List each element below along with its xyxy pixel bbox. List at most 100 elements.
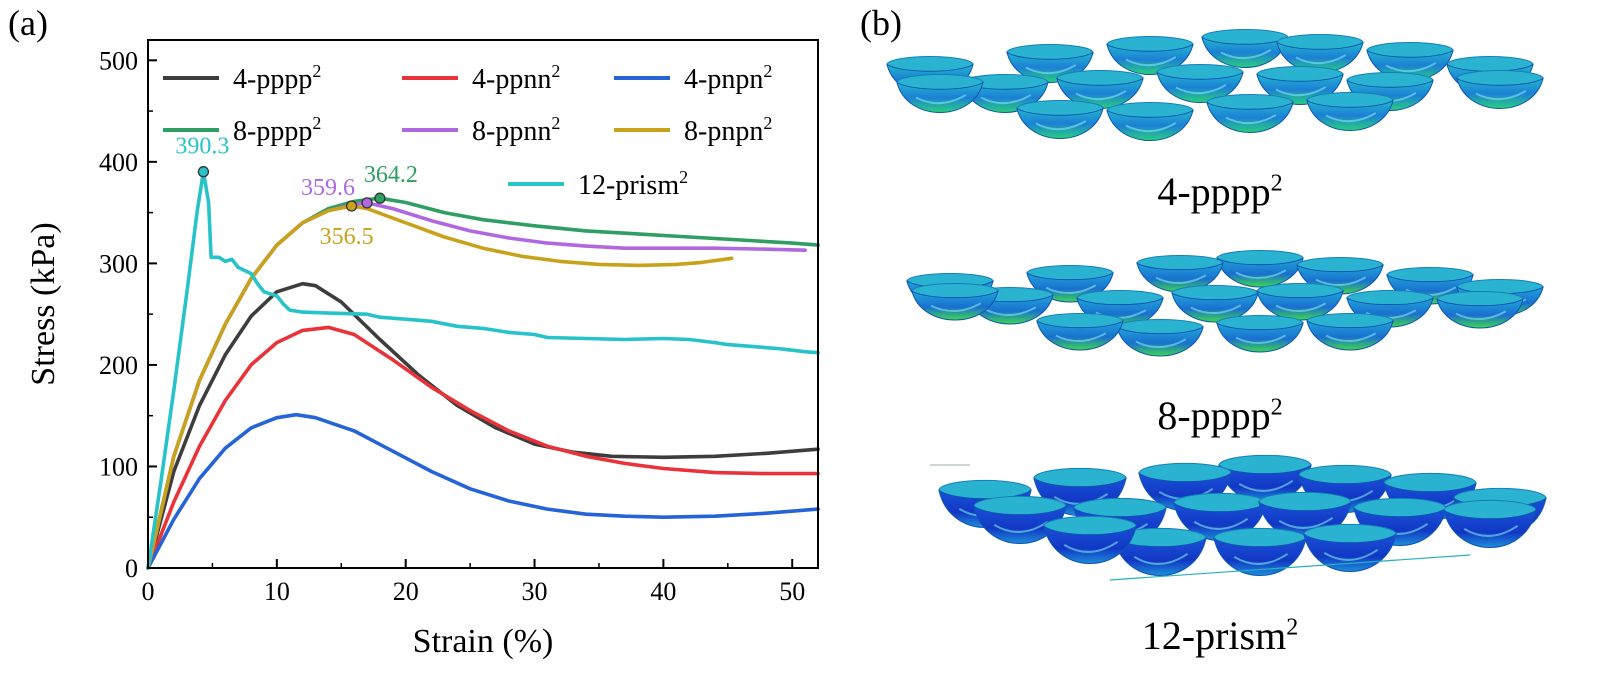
peak-label: 390.3 bbox=[175, 134, 229, 160]
legend-label: 4-ppnn2 bbox=[472, 61, 560, 95]
mesh-cell-8-pppp bbox=[1216, 315, 1304, 353]
legend-label: 12-prism2 bbox=[578, 167, 688, 201]
panel-b-label: (b) bbox=[860, 3, 902, 43]
peak-marker bbox=[374, 192, 386, 204]
x-tick-label: 0 bbox=[142, 577, 155, 606]
mesh-cell-body bbox=[1136, 262, 1224, 293]
y-tick-label: 300 bbox=[99, 249, 138, 278]
peak-marker bbox=[197, 166, 210, 178]
mesh-cell-body bbox=[1116, 326, 1204, 357]
series-line-4-pppp bbox=[146, 281, 820, 570]
mesh-cell-highlight bbox=[1035, 120, 1087, 131]
mesh-cell-highlight bbox=[1275, 302, 1327, 312]
y-tick-label: 100 bbox=[99, 452, 138, 481]
mesh-cell-4-pppp bbox=[1276, 34, 1364, 73]
mesh-cell-highlight bbox=[1475, 90, 1527, 101]
series-line-8-ppnn bbox=[146, 201, 807, 570]
mesh-cell-8-pppp bbox=[1436, 291, 1524, 329]
legend-entry-4-pppp: 4-pppp2 bbox=[163, 61, 321, 95]
caption-base: 8-pppp bbox=[1157, 393, 1271, 438]
mesh-cell-highlight bbox=[1063, 540, 1119, 553]
caption-4-pppp: 4-pppp2 bbox=[1130, 168, 1310, 215]
mesh-cell-highlight bbox=[1238, 479, 1294, 492]
mesh-cell-highlight bbox=[1323, 548, 1379, 561]
x-tick-label: 40 bbox=[650, 577, 676, 606]
mesh-cell-highlight bbox=[1155, 274, 1207, 284]
mesh-cell-4-pppp bbox=[1156, 64, 1244, 103]
mesh-cell-highlight bbox=[1045, 284, 1097, 294]
mesh-cell-body bbox=[1443, 509, 1537, 548]
mesh-cell-highlight bbox=[1278, 516, 1334, 529]
mesh-cell-highlight bbox=[1275, 86, 1327, 97]
mesh-cell-highlight bbox=[1125, 56, 1177, 67]
mesh-cell-highlight bbox=[1455, 310, 1507, 320]
mesh-cell-body bbox=[896, 81, 984, 113]
mesh-cell-highlight bbox=[1325, 112, 1377, 123]
mesh-cell-8-pppp bbox=[1216, 250, 1304, 288]
y-tick-label: 0 bbox=[125, 554, 138, 583]
mesh-cell-highlight bbox=[1235, 269, 1287, 279]
mesh-cell-8-pppp bbox=[1256, 283, 1344, 321]
peak-label: 356.5 bbox=[320, 224, 374, 250]
legend-label: 8-pnpn2 bbox=[684, 113, 772, 147]
y-axis-label: Stress (kPa) bbox=[25, 222, 62, 385]
mesh-cell-body bbox=[1306, 320, 1394, 351]
mesh-cell-4-pppp bbox=[1206, 94, 1294, 133]
mesh-cell-body bbox=[1436, 298, 1524, 329]
mesh-cell-body bbox=[1216, 322, 1304, 353]
legend-entry-12-prism: 12-prism2 bbox=[508, 167, 688, 201]
mesh-cell-highlight bbox=[1385, 62, 1437, 73]
mesh-cell-highlight bbox=[1233, 552, 1289, 565]
peak-marker bbox=[361, 197, 373, 209]
peak-label: 364.2 bbox=[364, 162, 418, 188]
caption-8-pppp: 8-pppp2 bbox=[1130, 392, 1310, 439]
mesh-cell-highlight bbox=[980, 94, 1032, 105]
mesh-cell-12-prism bbox=[1113, 527, 1207, 576]
legend-entry-8-pppp: 8-pppp2 bbox=[163, 113, 321, 147]
mesh-cell-highlight bbox=[1315, 276, 1367, 286]
peak-label: 359.6 bbox=[301, 175, 355, 201]
caption-sup: 2 bbox=[1270, 170, 1283, 197]
mesh-cell-highlight bbox=[1025, 64, 1077, 75]
mesh-cell-8-pppp bbox=[1171, 285, 1259, 323]
caption-base: 4-pppp bbox=[1157, 169, 1271, 214]
mesh-cell-8-pppp bbox=[1116, 319, 1204, 357]
x-tick-label: 30 bbox=[522, 577, 548, 606]
mesh-cell-highlight bbox=[1075, 90, 1127, 101]
mesh-cell-body bbox=[1206, 101, 1294, 133]
mesh-cell-4-pppp bbox=[1106, 102, 1194, 141]
mesh-cell-body bbox=[911, 290, 999, 321]
mesh-cell-body bbox=[1036, 320, 1124, 351]
mesh-cell-12-prism bbox=[973, 495, 1067, 544]
series-line-12-prism bbox=[146, 169, 820, 570]
mesh-cell-body bbox=[1213, 537, 1307, 576]
mesh-cell-12-prism bbox=[1213, 527, 1307, 576]
mesh-cell-4-pppp bbox=[896, 74, 984, 113]
y-tick-label: 200 bbox=[99, 351, 138, 380]
mesh-cell-body bbox=[1043, 525, 1137, 564]
series-line-8-pnpn bbox=[146, 204, 734, 570]
mesh-cell-body bbox=[1171, 292, 1259, 323]
caption-sup: 2 bbox=[1286, 614, 1299, 641]
mesh-cell-8-pppp bbox=[1136, 255, 1224, 293]
legend-label: 4-pppp2 bbox=[233, 61, 321, 95]
plot-frame bbox=[147, 39, 819, 569]
legend-label: 8-ppnn2 bbox=[472, 113, 560, 147]
panel-a-label: (a) bbox=[8, 3, 48, 43]
mesh-cell-4-pppp bbox=[1306, 92, 1394, 131]
mesh-cell-highlight bbox=[985, 306, 1037, 316]
y-tick-label: 500 bbox=[99, 46, 138, 75]
mesh-cell-highlight bbox=[1133, 552, 1189, 565]
x-tick-label: 10 bbox=[264, 577, 290, 606]
mesh-cell-highlight bbox=[1055, 332, 1107, 342]
mesh-cell-body bbox=[1276, 41, 1364, 73]
mesh-cell-8-pppp bbox=[1306, 313, 1394, 351]
legend-entry-4-pnpn: 4-pnpn2 bbox=[614, 61, 772, 95]
mesh-cell-8-pppp bbox=[911, 283, 999, 321]
mesh-cell-highlight bbox=[1235, 334, 1287, 344]
peak-marker bbox=[345, 200, 358, 212]
mesh-cell-body bbox=[1306, 99, 1394, 131]
y-tick-label: 400 bbox=[99, 148, 138, 177]
